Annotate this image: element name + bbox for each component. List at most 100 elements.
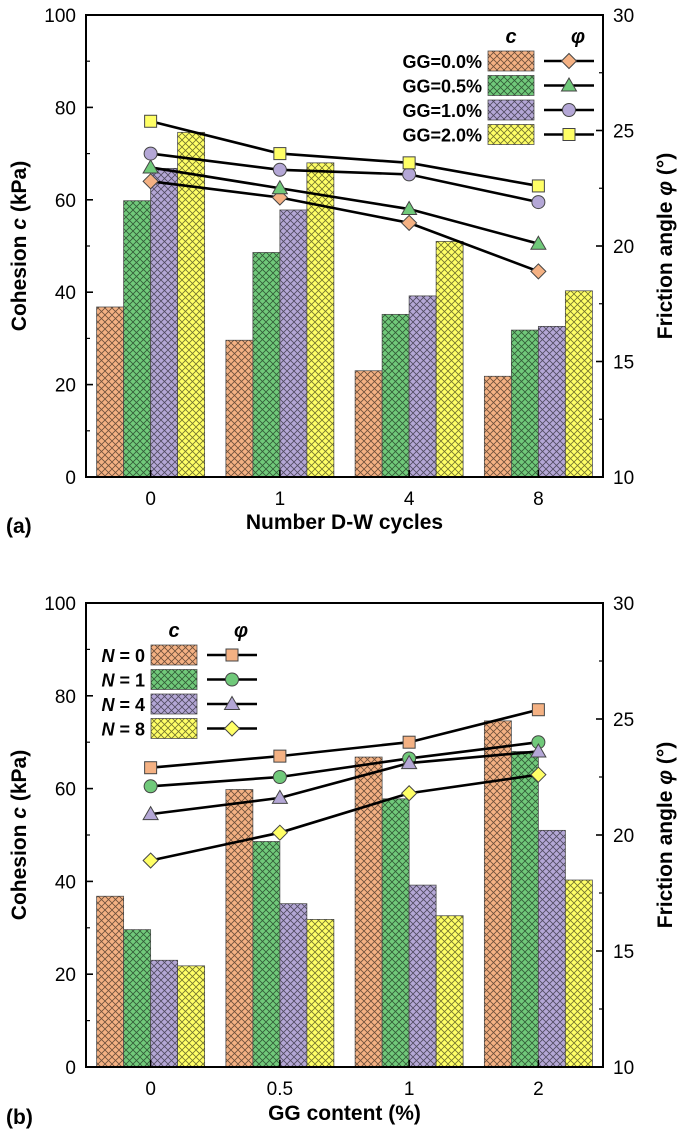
data-point: [402, 167, 417, 182]
data-point: [273, 749, 287, 763]
data-point: [143, 146, 158, 161]
data-point: [400, 785, 418, 802]
bar-hatch: [511, 751, 539, 1067]
series-line: [150, 750, 539, 816]
legend-swatch-hatch: [488, 51, 534, 71]
legend-marker: [223, 720, 241, 737]
y-left-tick-label: 40: [55, 283, 76, 304]
y-right-tick-label: 25: [613, 122, 634, 143]
bar-hatch: [382, 798, 410, 1067]
legend-swatch-hatch: [488, 75, 534, 96]
y-right-tick-label: 15: [613, 353, 634, 374]
y-left-tick-label: 20: [55, 965, 76, 986]
bar-hatch: [279, 209, 307, 478]
data-point: [531, 179, 545, 193]
bar-hatch: [538, 326, 566, 477]
data-point: [530, 766, 547, 783]
legend-swatch-hatch: [151, 694, 197, 714]
series-line: [150, 180, 539, 273]
data-point: [271, 824, 289, 841]
bar-hatch: [306, 919, 334, 1067]
data-point: [144, 114, 158, 128]
bar-hatch: [409, 295, 437, 477]
data-point: [530, 742, 547, 758]
y-right-tick-label: 10: [613, 1058, 634, 1079]
data-point: [531, 195, 546, 210]
data-point: [530, 263, 547, 280]
bar-hatch: [306, 162, 334, 477]
data-point: [400, 754, 418, 770]
bar-hatch: [123, 929, 151, 1067]
panel-label: (a): [6, 515, 32, 538]
y-left-axis-label: Cohesion c (kPa): [8, 161, 31, 331]
data-point: [142, 805, 159, 821]
data-point: [530, 235, 547, 250]
y-right-tick-label: 30: [613, 6, 634, 27]
bar-hatch: [538, 830, 566, 1067]
panel-a-chart: 0 20 40 60 80 100 10 15 20 25 30 0 1 4 8 Number D-W cyc…: [6, 6, 677, 538]
bar-hatch: [96, 306, 124, 477]
legend-label: N = 1: [101, 671, 145, 691]
series-line: [150, 708, 539, 770]
data-point: [272, 770, 287, 784]
bar-hatch: [565, 880, 593, 1067]
data-point: [402, 735, 416, 749]
x-axis-label: Number D-W cycles: [246, 511, 443, 534]
bar-hatch: [252, 841, 280, 1067]
legend-label: GG=0.0%: [402, 52, 482, 72]
y-left-tick-label: 20: [55, 376, 76, 397]
x-tick-label: 8: [533, 489, 544, 510]
data-point: [402, 156, 416, 170]
bar-hatch: [150, 168, 178, 477]
y-right-axis-label: Friction angle φ (°): [654, 153, 677, 340]
x-tick-label: 4: [404, 489, 415, 510]
bar-hatch: [409, 885, 437, 1067]
x-tick-label: 2: [533, 1079, 544, 1100]
panel-b-chart: 0 20 40 60 80 100 10 15 20 25 30 0 0.5 1 2 GG content (…: [6, 594, 677, 1129]
y-left-tick-label: 60: [55, 191, 76, 212]
bar-hatch: [565, 290, 593, 477]
series-line: [150, 152, 539, 204]
y-left-tick-label: 60: [55, 780, 76, 801]
bar-hatch: [436, 241, 464, 477]
series-line: [150, 740, 539, 788]
bar-hatch: [484, 720, 512, 1067]
y-left-tick-label: 0: [65, 468, 76, 489]
legend-label: N = 0: [101, 646, 145, 666]
y-left-tick-label: 0: [65, 1058, 76, 1079]
bar-hatch: [225, 340, 253, 477]
bar-hatch: [123, 200, 151, 477]
bar-hatch: [177, 132, 205, 477]
legend-label: GG=0.5%: [402, 77, 482, 97]
bar-hatch: [355, 370, 383, 477]
y-right-tick-label: 20: [613, 826, 634, 847]
y-right-tick-label: 25: [613, 710, 634, 731]
legend-header-c: c: [505, 26, 516, 48]
y-left-tick-label: 40: [55, 872, 76, 893]
x-tick-label: 0.5: [267, 1079, 293, 1100]
bar-hatch: [150, 960, 178, 1067]
data-point: [271, 789, 289, 804]
data-point: [142, 173, 159, 190]
legend-marker: [560, 76, 578, 92]
legend-swatch-hatch: [488, 124, 534, 145]
legend-header-c: c: [168, 620, 179, 642]
y-right-axis-label: Friction angle φ (°): [654, 742, 677, 929]
legend-marker: [225, 648, 239, 662]
bar-hatch: [279, 903, 307, 1067]
y-left-axis-label: Cohesion c (kPa): [8, 750, 31, 920]
legend-swatch-hatch: [488, 100, 534, 120]
legend-marker: [562, 128, 576, 141]
y-right-tick-label: 15: [613, 942, 634, 963]
legend-label: GG=1.0%: [402, 101, 482, 121]
data-point: [400, 214, 418, 232]
legend-marker: [225, 672, 239, 687]
bar-hatch: [382, 314, 410, 477]
bar-hatch: [436, 915, 464, 1067]
bar-hatch: [484, 376, 512, 477]
bar-hatch: [225, 789, 253, 1067]
data-point: [142, 158, 159, 174]
legend-label: N = 4: [101, 695, 145, 715]
legend-swatch-hatch: [151, 669, 197, 690]
